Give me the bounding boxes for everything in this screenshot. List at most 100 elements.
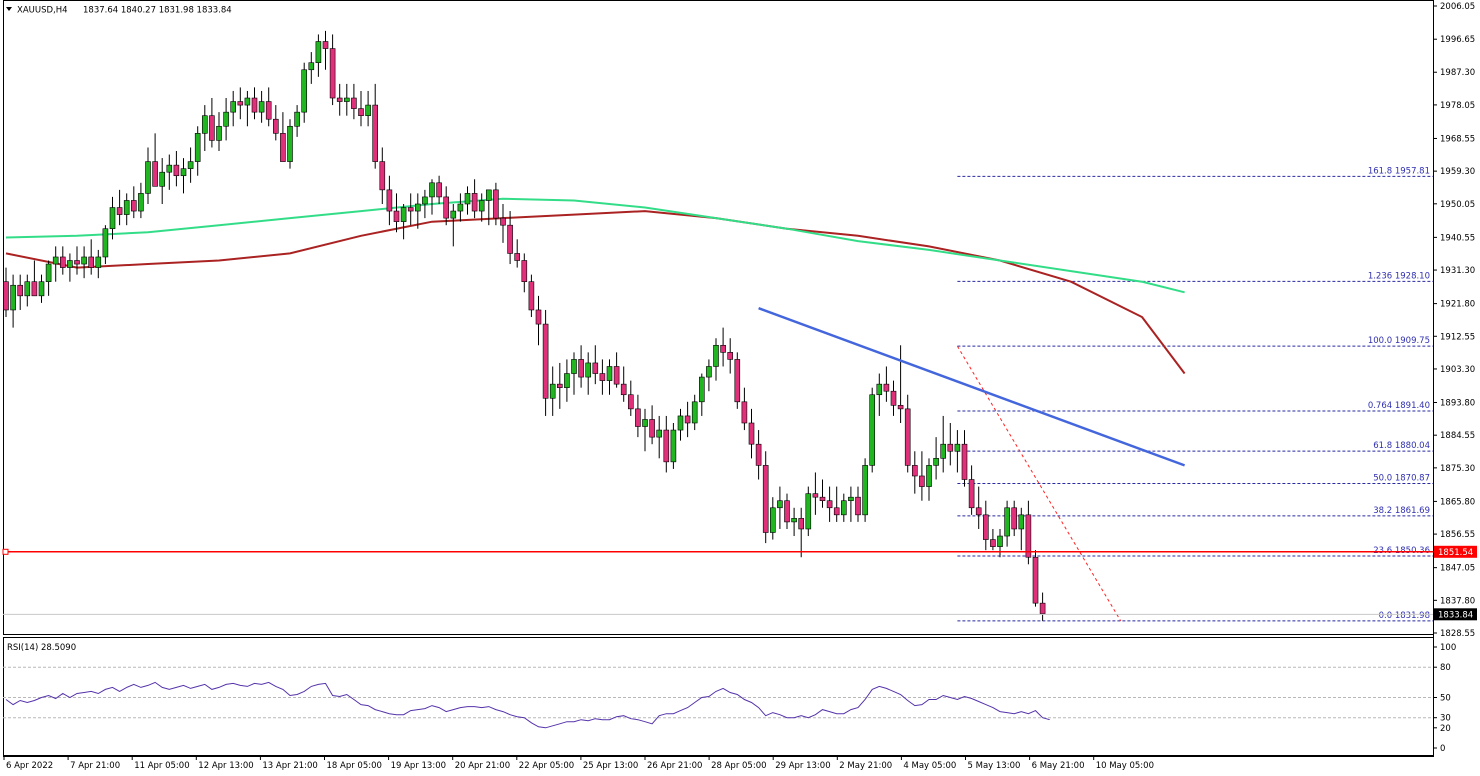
candle: [606, 359, 613, 395]
candle: [336, 83, 343, 116]
candle-body: [777, 500, 783, 509]
candle: [777, 486, 783, 529]
candle: [812, 472, 819, 515]
candle: [443, 186, 450, 226]
chevron-down-icon[interactable]: [6, 7, 12, 11]
candle: [549, 366, 556, 416]
candle: [556, 362, 563, 409]
candle: [301, 62, 308, 123]
candle: [691, 394, 698, 431]
candle-body: [159, 171, 165, 187]
candle-body: [947, 443, 954, 452]
candle-body: [635, 408, 641, 427]
candle-body: [123, 200, 130, 215]
candle-body: [649, 419, 655, 438]
candle-body: [990, 539, 996, 547]
time-tick-label: 6 Apr 2022: [6, 761, 53, 771]
time-tick-label: 10 May 05:00: [1096, 761, 1154, 771]
candle: [805, 486, 812, 537]
candle-body: [485, 189, 492, 201]
candle: [926, 458, 932, 501]
candle-body: [329, 48, 336, 99]
candle-body: [656, 429, 663, 438]
candle-body: [102, 228, 109, 258]
candle-body: [109, 207, 116, 230]
candle-body: [755, 443, 762, 466]
candle-body: [251, 97, 258, 113]
time-tick-label: 2 May 21:00: [839, 761, 892, 771]
drawing-objects[interactable]: [758, 307, 1186, 622]
candle: [194, 126, 201, 176]
candle-body: [230, 101, 236, 113]
candle: [734, 352, 741, 409]
candle-body: [564, 373, 570, 388]
candle-body: [287, 125, 293, 162]
candle: [209, 98, 215, 148]
time-tick-label: 25 Apr 13:00: [583, 761, 638, 771]
candle: [869, 387, 876, 473]
moving-averages: [5, 197, 1186, 375]
candle-body: [500, 217, 506, 226]
candle-body: [784, 500, 790, 523]
candle-body: [95, 256, 102, 268]
candle-body: [493, 189, 499, 219]
candle: [840, 493, 847, 522]
candle: [1032, 550, 1039, 607]
candle: [542, 309, 549, 416]
candle: [67, 253, 73, 282]
fibonacci-levels[interactable]: 161.8 1957.81 1.236 1928.10 100.0 1909.75 0…: [957, 166, 1433, 622]
candle: [414, 193, 421, 229]
candle-body: [578, 359, 584, 378]
candlestick-series: [3, 30, 1046, 621]
candle-body: [10, 284, 16, 311]
candle-body: [805, 493, 812, 530]
candle-body: [670, 429, 677, 463]
candle-body: [762, 465, 769, 533]
candle-body: [265, 101, 272, 120]
candle: [968, 465, 975, 515]
candle-body: [407, 207, 414, 212]
current-price-label: 1833.84: [1438, 610, 1473, 620]
candle: [933, 437, 939, 480]
symbol-label: XAUUSD,H4: [17, 6, 68, 16]
time-tick-label: 6 May 21:00: [1032, 761, 1085, 771]
fast-moving-average: [5, 197, 1185, 294]
candle: [272, 105, 279, 141]
candle-body: [968, 479, 975, 509]
candle: [627, 380, 634, 416]
candle-body: [343, 97, 350, 102]
candle: [1011, 500, 1018, 537]
descending-trendline[interactable]: [758, 307, 1186, 467]
candle-body: [52, 256, 59, 265]
candle: [45, 260, 52, 296]
candle: [990, 528, 996, 551]
support-line-handle[interactable]: [2, 548, 9, 555]
fib-retracement-diagonal[interactable]: [956, 345, 1122, 622]
candle-body: [613, 366, 620, 385]
candle: [748, 408, 755, 459]
candle: [10, 274, 16, 328]
candle: [535, 295, 542, 346]
fib-level-label: 0.764 1891.40: [1368, 401, 1430, 411]
candle-body: [194, 133, 201, 162]
candle-body: [173, 164, 180, 177]
candle: [975, 486, 982, 529]
candle: [329, 34, 336, 106]
candle-body: [202, 115, 208, 134]
time-tick-label: 20 Apr 21:00: [455, 761, 510, 771]
candle-body: [855, 496, 861, 516]
candle-body: [322, 41, 329, 49]
candle: [819, 479, 826, 508]
candle-body: [926, 465, 932, 487]
candle-body: [457, 203, 464, 212]
support-line[interactable]: [2, 548, 1433, 555]
candle-body: [152, 161, 158, 187]
time-tick-label: 7 Apr 21:00: [70, 761, 120, 771]
candle: [258, 90, 265, 123]
candle: [52, 246, 59, 282]
ohlc-label: 1837.64 1840.27 1831.98 1833.84: [83, 6, 232, 16]
fib-level-label: 61.8 1880.04: [1373, 441, 1430, 451]
rsi-tick-label: 80: [1440, 663, 1451, 673]
time-axis-labels: 6 Apr 2022 7 Apr 21:00 11 Apr 05:00 12 Apr …: [3, 756, 1154, 771]
